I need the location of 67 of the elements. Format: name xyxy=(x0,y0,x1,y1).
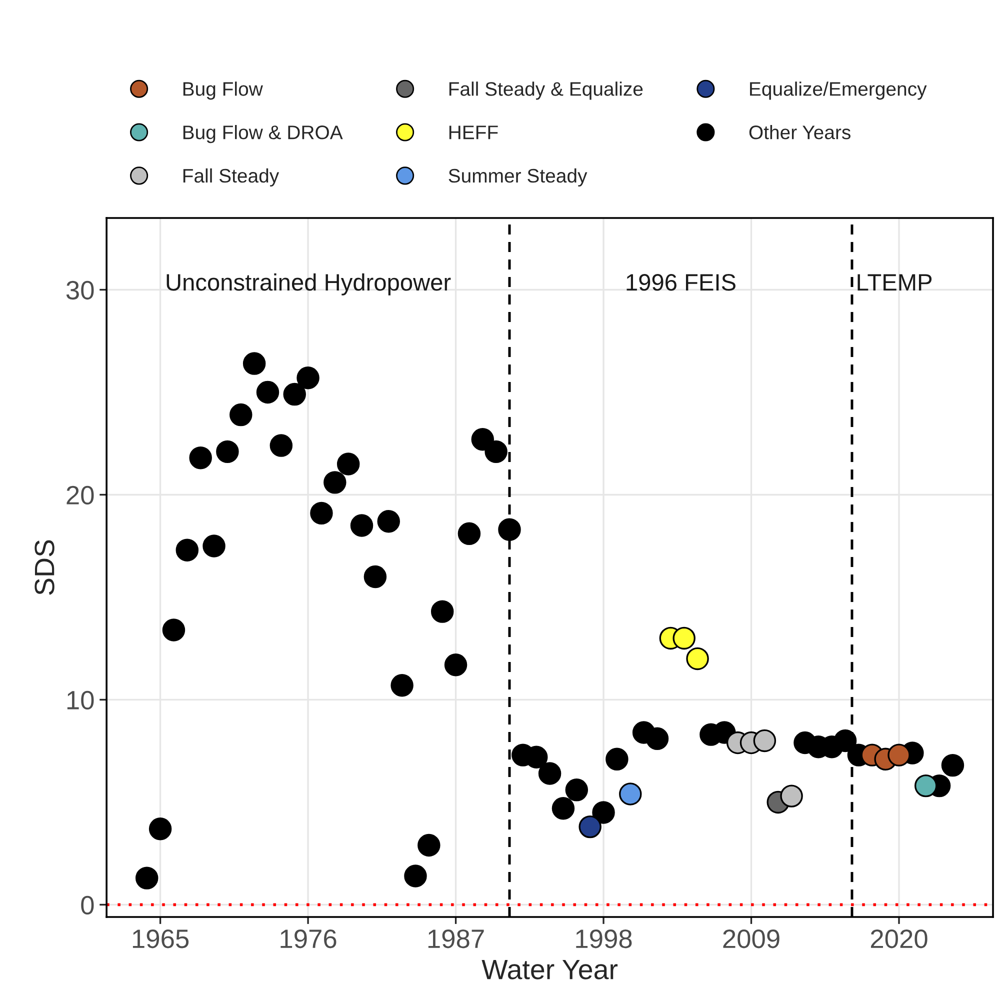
point xyxy=(256,380,280,404)
annotation: 1996 FEIS xyxy=(626,274,736,291)
x-tick-label: 2009 xyxy=(723,930,780,948)
point xyxy=(914,774,938,798)
point xyxy=(216,440,239,464)
point xyxy=(834,729,857,752)
point xyxy=(202,534,226,558)
point xyxy=(592,801,615,824)
x-tick-label: 2020 xyxy=(870,930,928,948)
point xyxy=(686,647,709,670)
legend-label: Other Years xyxy=(749,124,850,140)
point xyxy=(176,538,199,562)
point xyxy=(136,866,158,890)
point xyxy=(230,403,252,426)
point xyxy=(336,452,360,476)
point xyxy=(377,510,400,533)
point xyxy=(471,428,494,451)
point xyxy=(619,782,642,806)
y-tick-label: 0 xyxy=(81,896,94,915)
point xyxy=(162,618,186,642)
point xyxy=(941,754,964,777)
point xyxy=(324,471,346,494)
point xyxy=(444,654,468,676)
point xyxy=(350,514,374,537)
point xyxy=(458,522,481,546)
x-tick-label: 1987 xyxy=(428,930,484,948)
legend-label: Bug Flow xyxy=(183,82,263,100)
legend-label: Summer Steady xyxy=(448,168,588,187)
point xyxy=(578,815,602,838)
legend-label: HEFF xyxy=(449,126,498,140)
legend-label: Fall Steady xyxy=(183,168,280,187)
point xyxy=(565,778,588,802)
legend-label: Fall Steady & Equalize xyxy=(449,82,643,100)
x-tick-label: 1998 xyxy=(576,930,632,948)
point xyxy=(270,434,293,457)
point xyxy=(888,744,910,766)
point xyxy=(672,626,696,650)
point xyxy=(484,440,508,464)
point xyxy=(538,762,562,785)
point xyxy=(283,382,306,406)
annotation: Unconstrained Hydropower xyxy=(166,273,451,296)
y-axis-title: SDS xyxy=(34,540,54,595)
point xyxy=(296,366,320,390)
point xyxy=(390,674,414,697)
point xyxy=(189,446,212,470)
y-tick-label: 20 xyxy=(66,486,94,505)
x-tick-label: 1976 xyxy=(280,930,336,948)
x-tick-label: 1965 xyxy=(132,930,189,948)
y-tick-label: 30 xyxy=(66,280,94,300)
point xyxy=(606,748,628,771)
x-axis-title: Water Year xyxy=(482,960,618,980)
point xyxy=(418,834,440,857)
legend-label: Bug Flow & DROA xyxy=(183,124,343,144)
point xyxy=(552,796,575,820)
annotation: LTEMP xyxy=(858,274,932,291)
point xyxy=(404,864,427,888)
y-tick-label: 10 xyxy=(67,690,94,710)
point xyxy=(364,565,387,588)
point xyxy=(242,352,266,375)
point xyxy=(430,600,454,623)
point xyxy=(148,817,172,840)
legend-label: Equalize/Emergency xyxy=(750,82,927,100)
point xyxy=(753,729,776,752)
point xyxy=(310,502,333,525)
point xyxy=(780,784,803,808)
point xyxy=(646,727,669,750)
point xyxy=(498,518,521,541)
